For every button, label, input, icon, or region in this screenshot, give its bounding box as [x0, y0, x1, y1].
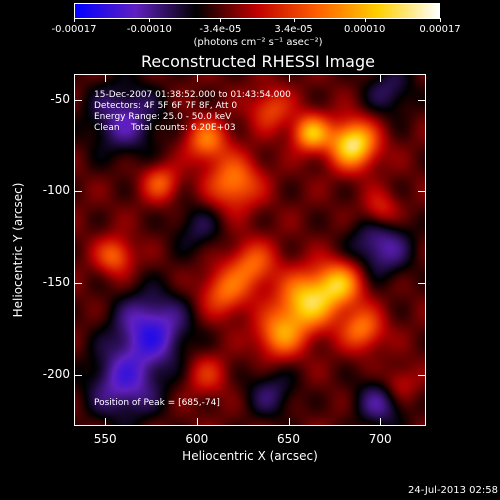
- y-axis-label: Heliocentric Y (arcsec): [11, 182, 25, 318]
- annotation-energy: Energy Range: 25.0 - 50.0 keV: [94, 112, 232, 122]
- x-tick-label: 600: [185, 432, 209, 446]
- x-tick-label: 650: [277, 432, 300, 446]
- annotation-detectors: Detectors: 4F 5F 6F 7F 8F, Att 0: [94, 101, 238, 111]
- x-tick-label: 700: [368, 432, 392, 446]
- colorbar-tick-label: 0.00010: [343, 24, 386, 35]
- y-tick-mark: [418, 374, 426, 376]
- y-tick-label: -200: [42, 366, 70, 381]
- colorbar-tick-mark: [440, 18, 441, 22]
- y-tick-label: -150: [42, 275, 70, 289]
- colorbar-tick-label: -0.00010: [126, 24, 172, 35]
- colorbar-tick-label: -0.00017: [51, 24, 97, 35]
- annotation-peak: Position of Peak = [685,-74]: [94, 398, 220, 408]
- colorbar-tick-mark: [220, 18, 222, 22]
- timestamp: 24-Jul-2013 02:58: [407, 485, 498, 496]
- heatmap-image: [74, 74, 426, 426]
- y-tick-label: -50: [50, 91, 70, 106]
- colorbar-tick-mark: [149, 18, 151, 22]
- colorbar-tick-label: -3.4e-05: [199, 24, 242, 35]
- colorbar-tick-mark: [293, 18, 295, 22]
- annotation-time: 15-Dec-2007 01:38:52.000 to 01:43:54.000: [94, 90, 291, 100]
- x-tick-label: 550: [93, 432, 117, 446]
- x-tick-mark: [288, 74, 290, 82]
- colorbar-unit: (photons cm⁻² s⁻¹ asec⁻²): [193, 37, 323, 48]
- x-tick-mark: [105, 74, 107, 82]
- y-tick-mark: [418, 99, 426, 101]
- x-tick-mark: [380, 418, 382, 426]
- y-tick-label: -100: [42, 183, 70, 198]
- y-tick-mark: [418, 191, 426, 193]
- y-tick-mark: [418, 283, 426, 284]
- y-tick-mark: [74, 283, 82, 284]
- colorbar: [74, 3, 440, 19]
- x-tick-mark: [105, 418, 107, 426]
- colorbar-tick-label: 0.00017: [419, 24, 461, 35]
- y-tick-mark: [74, 191, 82, 193]
- chart-title: Reconstructed RHESSI Image: [141, 52, 375, 71]
- x-tick-mark: [380, 74, 382, 82]
- colorbar-tick-mark: [364, 18, 366, 22]
- annotation-clean: Clean Total counts: 6.20E+03: [94, 123, 236, 133]
- x-tick-mark: [196, 74, 198, 82]
- y-tick-mark: [74, 99, 82, 101]
- x-tick-mark: [288, 418, 290, 426]
- y-tick-mark: [74, 374, 82, 376]
- x-tick-mark: [196, 418, 198, 426]
- colorbar-tick-mark: [74, 18, 75, 22]
- colorbar-tick-label: 3.4e-05: [274, 24, 313, 35]
- x-axis-label: Heliocentric X (arcsec): [182, 449, 318, 463]
